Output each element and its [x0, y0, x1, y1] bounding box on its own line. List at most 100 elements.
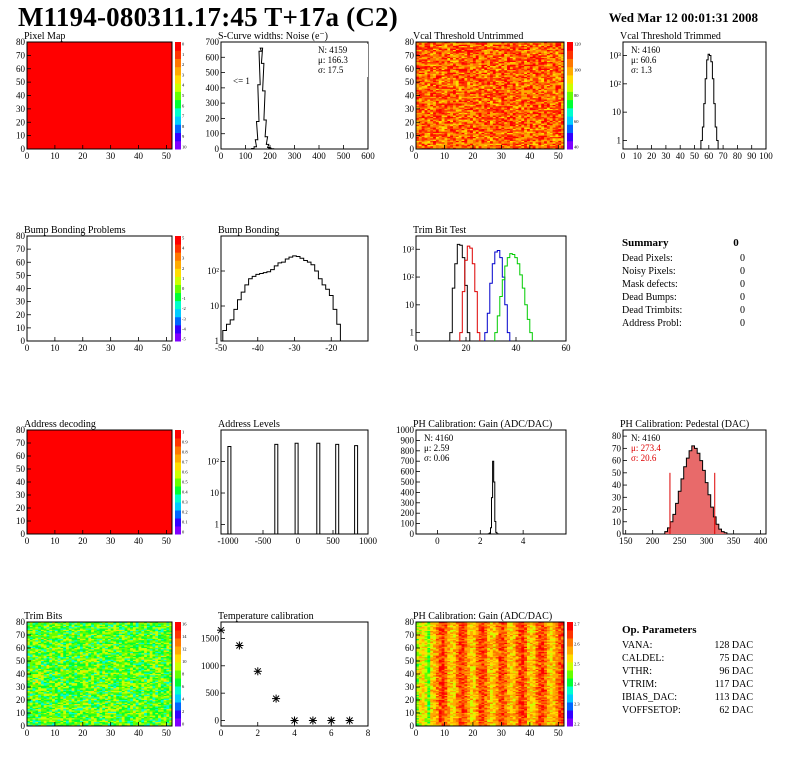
heatmap-cell: [450, 107, 454, 110]
heatmap-cell: [478, 44, 482, 47]
heatmap-cell: [555, 91, 559, 94]
heatmap-cell: [416, 86, 420, 88]
heatmap-cell: [512, 96, 517, 99]
heatmap-cell: [490, 72, 494, 75]
heatmap-cell: [487, 128, 491, 131]
heatmap-cell: [35, 646, 39, 649]
heatmap-cell: [501, 138, 505, 141]
palette-swatch: [175, 284, 181, 294]
palette-tick: 5: [182, 93, 185, 98]
heatmap-cell: [487, 91, 491, 94]
stats-line: μ: 60.6: [631, 55, 657, 65]
heatmap-cell: [444, 91, 448, 94]
heatmap-cell: [441, 118, 445, 120]
palette-swatch: [175, 526, 181, 535]
heatmap-cell: [38, 713, 42, 715]
heatmap-cell: [507, 102, 511, 104]
palette-swatch: [175, 50, 181, 59]
annotation: <= 1: [233, 76, 250, 86]
heatmap-cell: [35, 723, 39, 726]
heatmap-cell: [501, 75, 505, 78]
heatmap-cell: [444, 74, 448, 76]
heatmap-cell: [535, 86, 539, 88]
heatmap-cell: [32, 688, 36, 690]
heatmap-cell: [481, 44, 485, 47]
heatmap-cell: [35, 716, 39, 719]
heatmap-cell: [490, 139, 494, 142]
heatmap-cell: [453, 79, 457, 82]
heatmap-cell: [549, 114, 554, 116]
heatmap-cell: [549, 58, 554, 60]
heatmap-cell: [529, 66, 534, 68]
heatmap-cell: [435, 104, 440, 107]
heatmap-cell: [475, 115, 480, 118]
heatmap-cell: [447, 90, 451, 92]
heatmap-cell: [421, 110, 425, 112]
heatmap-cell: [532, 96, 536, 99]
heatmap-cell: [532, 71, 536, 74]
heatmap-cell: [472, 86, 477, 88]
heatmap-cell: [490, 102, 494, 104]
heatmap-cell: [421, 132, 425, 135]
heatmap-cell: [438, 106, 443, 108]
heatmap-cell: [509, 102, 514, 104]
heatmap-cell: [472, 111, 477, 114]
heatmap-cell: [507, 46, 511, 48]
heatmap-cell: [455, 92, 460, 95]
y-tick-label: 30: [612, 492, 622, 502]
heatmap-cell: [555, 131, 559, 134]
heatmap-cell: [478, 51, 482, 54]
heatmap-cell: [435, 82, 440, 84]
heatmap-cell: [492, 138, 497, 141]
heatmap-cell: [458, 122, 462, 124]
heatmap-cell: [521, 43, 525, 46]
heatmap-cell: [441, 126, 445, 128]
heatmap-cell: [467, 142, 471, 145]
heatmap-cell: [558, 92, 562, 95]
heatmap-cell: [470, 52, 474, 55]
stats-line: N: 4159: [318, 45, 348, 55]
heatmap-cell: [524, 112, 528, 115]
heatmap-cell: [35, 623, 39, 625]
heatmap-cell: [532, 72, 536, 75]
heatmap-cell: [424, 126, 428, 128]
heatmap-cell: [512, 118, 517, 120]
heatmap-cell: [481, 131, 485, 134]
heatmap-cell: [521, 114, 525, 116]
heatmap-cell: [524, 52, 528, 55]
heatmap-cell: [546, 112, 551, 115]
heatmap-cell: [35, 680, 39, 683]
heatmap-cell: [478, 47, 482, 50]
heatmap-cell: [549, 123, 554, 126]
heatmap-cell: [433, 48, 437, 51]
heatmap-cell: [509, 79, 514, 82]
heatmap-cell: [430, 66, 434, 68]
heatmap-cell: [518, 46, 522, 48]
heatmap-cell: [509, 75, 514, 78]
heatmap-cell: [515, 43, 519, 46]
heatmap-cell: [481, 119, 485, 122]
heatmap-cell: [29, 624, 33, 627]
heatmap-cell: [509, 84, 514, 87]
heatmap-cell: [458, 92, 462, 95]
heatmap-cell: [438, 104, 443, 107]
heatmap-cell: [416, 104, 420, 107]
heatmap-cell: [507, 124, 511, 127]
heatmap-cell: [472, 76, 477, 79]
heatmap-cell: [470, 42, 474, 44]
heatmap-cell: [492, 134, 497, 137]
heatmap-cell: [32, 668, 36, 671]
heatmap-cell: [424, 74, 428, 76]
heatmap-cell: [552, 116, 556, 119]
heatmap-cell: [538, 66, 542, 68]
heatmap-cell: [38, 649, 42, 651]
heatmap-cell: [527, 83, 531, 86]
heatmap-cell: [450, 94, 454, 96]
heatmap-cell: [512, 106, 517, 108]
heatmap-cell: [546, 51, 551, 54]
heatmap-cell: [512, 68, 517, 71]
heatmap-cell: [29, 720, 33, 723]
heatmap-cell: [458, 111, 462, 114]
heatmap-cell: [472, 83, 477, 86]
heatmap-cell: [38, 646, 42, 649]
